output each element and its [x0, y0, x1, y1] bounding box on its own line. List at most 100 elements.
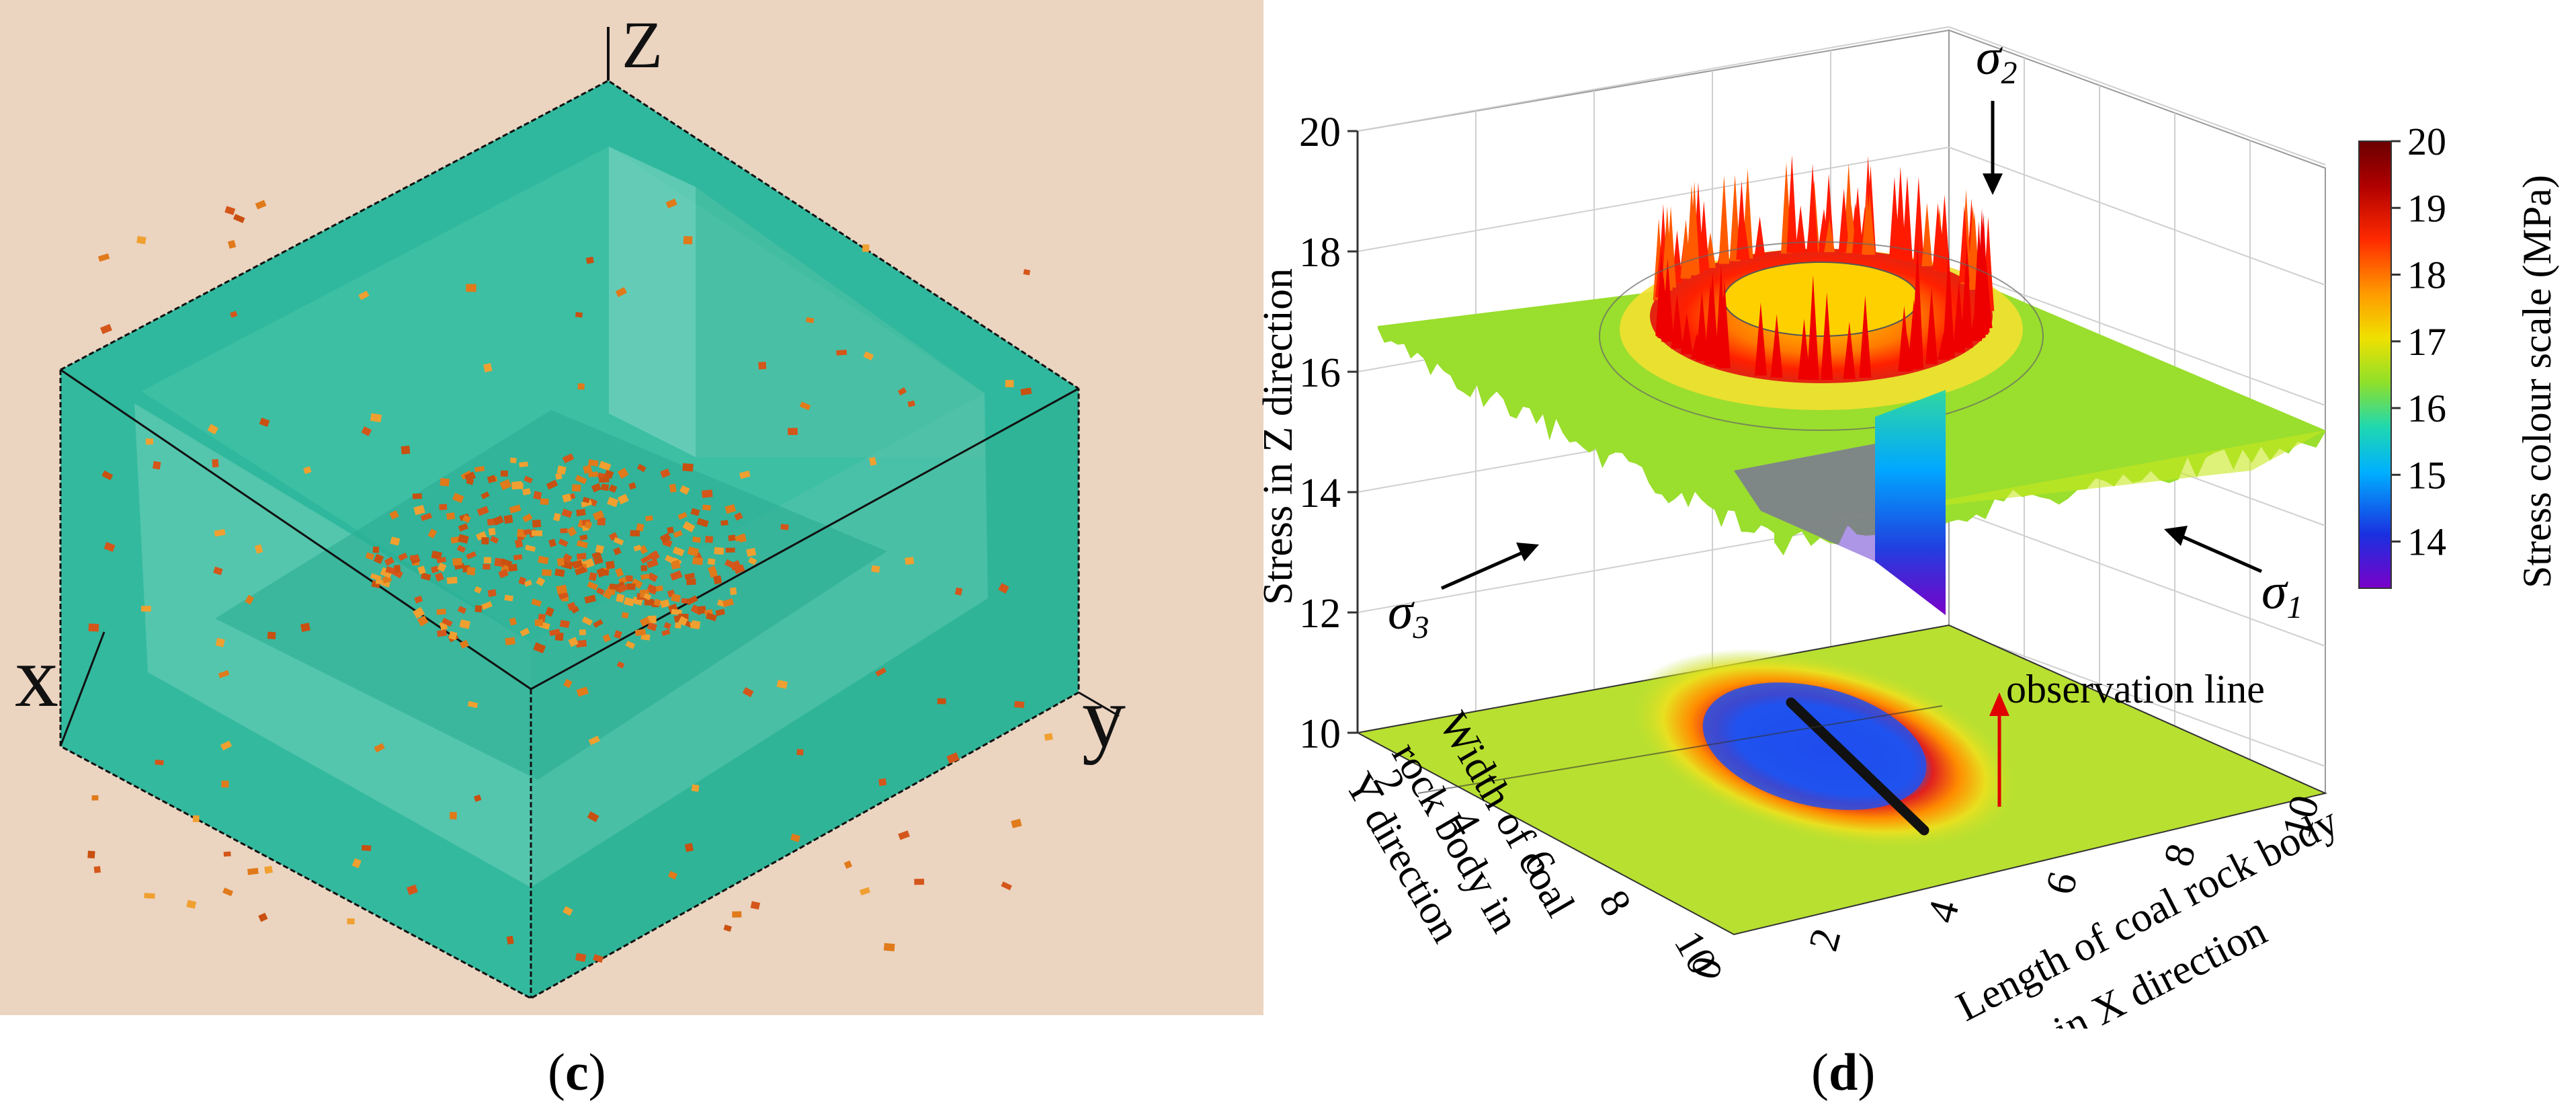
stress-spike [1770, 314, 1783, 378]
crack-point [446, 576, 458, 584]
crack-point [560, 528, 568, 534]
crack-points [87, 198, 1053, 963]
crack-point [136, 235, 147, 245]
z-tick-label: 18 [1299, 230, 1341, 276]
crack-point [372, 546, 380, 553]
crack-point [452, 557, 462, 566]
crack-point [568, 637, 579, 647]
stress-spike [1795, 205, 1806, 253]
crack-model-figure: Z x y [0, 0, 1263, 1015]
sigma3-subscript: 3 [1412, 610, 1429, 645]
crack-point [430, 565, 439, 573]
crack-point [436, 629, 448, 637]
stress-spike [1913, 177, 1924, 264]
crack-point [556, 465, 567, 475]
crack-point [875, 667, 886, 677]
crack-point [513, 554, 523, 561]
crack-point [555, 473, 563, 480]
stress-spike [1938, 332, 1950, 360]
sigma1-arrow [2176, 532, 2263, 573]
crack-point [373, 553, 384, 564]
z-tick-label: 20 [1299, 110, 1341, 155]
crack-point [221, 781, 229, 788]
crack-point [227, 239, 237, 249]
sigma3-symbol: σ [1388, 584, 1415, 640]
crack-point [660, 469, 671, 478]
observation-line-label: observation line [2006, 667, 2265, 711]
crack-point [474, 466, 485, 473]
crack-point [998, 583, 1009, 594]
crack-point [464, 471, 476, 482]
crack-point [634, 629, 647, 637]
crack-point [259, 417, 270, 428]
stress-spike [1714, 264, 1727, 368]
colorbar-title: Stress colour scale (MPa) [2515, 175, 2559, 588]
crack-point [434, 572, 444, 582]
crack-point [442, 617, 453, 627]
crack-point [836, 350, 847, 356]
inner-back-right-wall [696, 187, 985, 457]
crack-point [514, 538, 524, 549]
crack-point [914, 879, 925, 885]
crack-point [799, 401, 811, 411]
crack-point [701, 489, 713, 498]
crack-point [728, 534, 736, 542]
sigma2-arrow-head [1983, 173, 2003, 195]
crack-point [546, 479, 558, 490]
crack-point [883, 943, 895, 952]
stress-spike [1698, 200, 1710, 271]
crack-point [431, 551, 442, 560]
crack-point [548, 629, 560, 637]
crack-point [584, 520, 593, 529]
crack-point [579, 629, 586, 635]
crack-point [247, 867, 259, 875]
crack-point [220, 740, 233, 751]
crack-point [878, 778, 887, 787]
stress-spike [1689, 181, 1700, 274]
stress-spike [1960, 243, 1973, 348]
crack-point [361, 426, 372, 436]
stress-spike [1807, 163, 1819, 253]
colorbar-tick-label: 14 [2407, 520, 2446, 564]
crack-point [636, 463, 647, 473]
crack-point [446, 512, 456, 520]
crack-point [691, 784, 700, 792]
crack-point [474, 586, 483, 594]
crack-point [398, 552, 408, 561]
crack-point [1044, 733, 1053, 741]
crack-point [682, 463, 694, 472]
crack-point [690, 508, 700, 516]
crack-point [639, 616, 651, 627]
crack-point [671, 608, 682, 616]
caption-c-letter: c [565, 1043, 589, 1101]
crack-point [538, 555, 549, 565]
crack-point [562, 453, 575, 464]
crack-point [593, 556, 604, 565]
colorbar-tick-label: 17 [2407, 320, 2446, 364]
crack-point [576, 508, 586, 517]
crack-point [384, 557, 394, 566]
crack-point [417, 565, 426, 575]
colorbar [2358, 141, 2392, 589]
crack-point [389, 510, 399, 520]
crack-point [374, 743, 385, 753]
stress-spike [1718, 175, 1730, 264]
crack-point [616, 661, 625, 669]
crack-point [155, 759, 164, 766]
crack-point [375, 579, 382, 585]
crack-point [473, 794, 482, 802]
crack-point [640, 554, 653, 564]
crack-point [735, 533, 746, 542]
crack-point [214, 528, 226, 537]
crack-point [574, 566, 586, 575]
crack-point [722, 598, 735, 608]
crack-point [644, 598, 655, 606]
crack-point [100, 323, 112, 334]
crack-point [659, 532, 671, 544]
crack-point [587, 459, 599, 467]
inner-floor [215, 410, 887, 780]
crack-point [859, 887, 871, 895]
crack-point [661, 629, 671, 637]
crack-point [457, 606, 467, 614]
crack-point [385, 566, 396, 575]
